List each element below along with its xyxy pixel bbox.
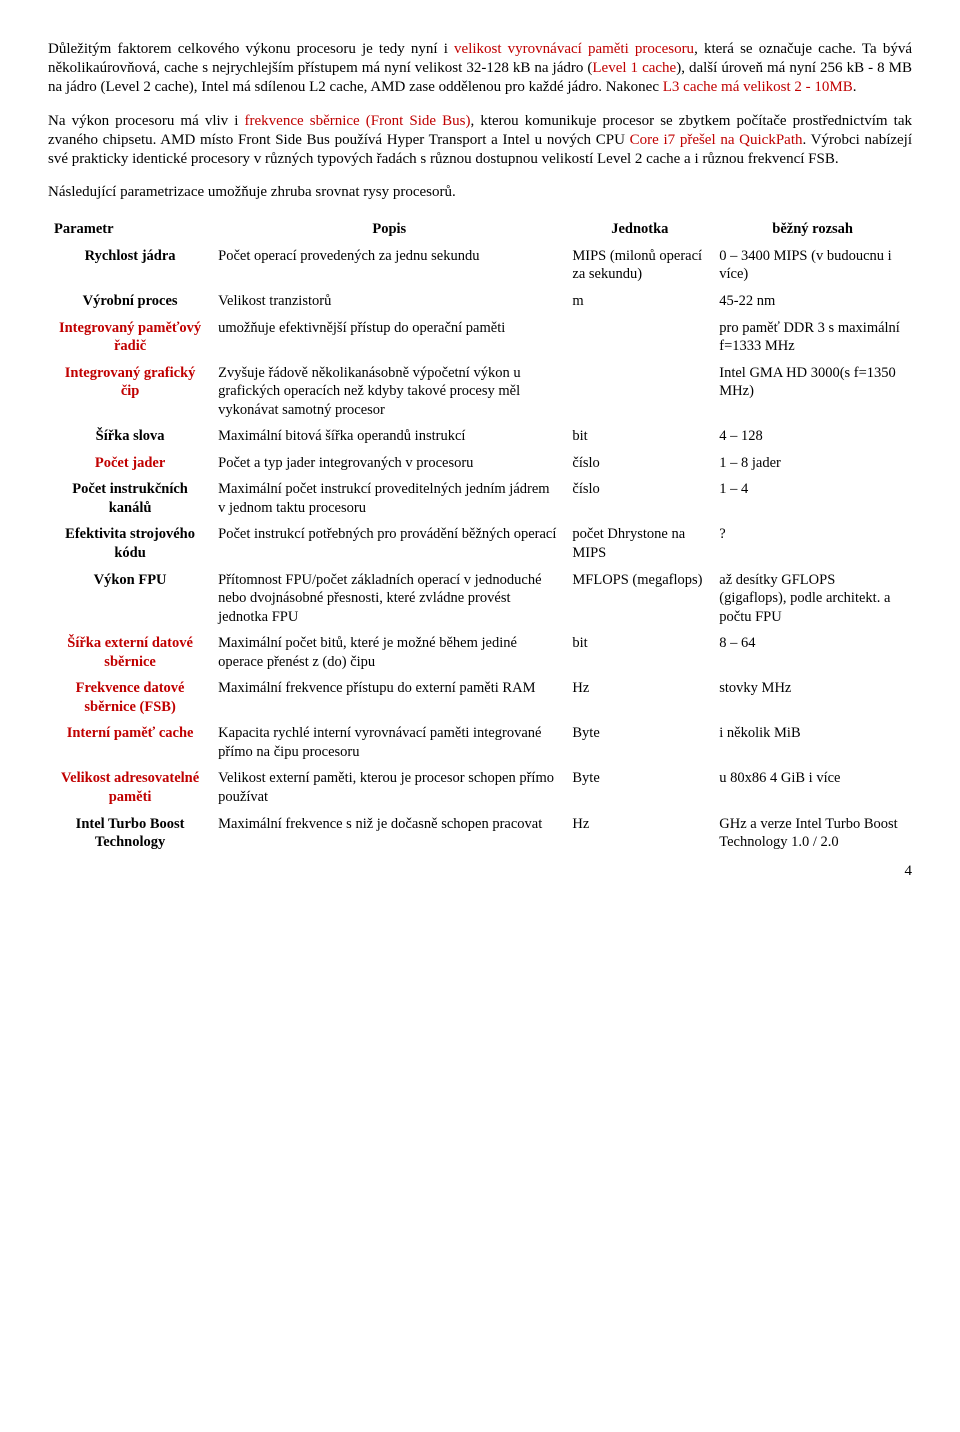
cell-jednotka: bit — [566, 423, 713, 450]
paragraph-1: Důležitým faktorem celkového výkonu proc… — [48, 40, 912, 98]
cell-jednotka: počet Dhrystone na MIPS — [566, 521, 713, 566]
cell-popis: Kapacita rychlé interní vyrovnávací pamě… — [212, 720, 566, 765]
cell-rozsah: Intel GMA HD 3000(s f=1350 MHz) — [713, 360, 912, 424]
cell-param: Šířka slova — [48, 423, 212, 450]
p1-post: . — [853, 79, 857, 95]
cell-popis: Zvyšuje řádově několikanásobně výpočetní… — [212, 360, 566, 424]
cell-rozsah: 45-22 nm — [713, 288, 912, 315]
cell-param: Interní paměť cache — [48, 720, 212, 765]
table-row: Integrovaný grafický čipZvyšuje řádově n… — [48, 360, 912, 424]
cell-param: Počet jader — [48, 450, 212, 477]
cell-rozsah: 1 – 4 — [713, 476, 912, 521]
header-jednotka: Jednotka — [566, 216, 713, 243]
cell-popis: Maximální bitová šířka operandů instrukc… — [212, 423, 566, 450]
cell-rozsah: 1 – 8 jader — [713, 450, 912, 477]
cell-param: Výrobní proces — [48, 288, 212, 315]
p1-red3: L3 cache má velikost 2 - 10MB — [663, 79, 853, 95]
page-number: 4 — [48, 862, 912, 881]
cell-rozsah: 0 – 3400 MIPS (v budoucnu i více) — [713, 243, 912, 288]
p2-red1: frekvence sběrnice (Front Side Bus) — [245, 113, 471, 129]
header-rozsah: běžný rozsah — [713, 216, 912, 243]
cell-jednotka: m — [566, 288, 713, 315]
cell-popis: Velikost externí paměti, kterou je proce… — [212, 765, 566, 810]
cell-rozsah: GHz a verze Intel Turbo Boost Technology… — [713, 811, 912, 856]
paragraph-3: Následující parametrizace umožňuje zhrub… — [48, 183, 912, 202]
p2-red2: Core i7 přešel na QuickPath — [630, 132, 803, 148]
cell-rozsah: až desítky GFLOPS (gigaflops), podle arc… — [713, 567, 912, 631]
table-row: Šířka slovaMaximální bitová šířka operan… — [48, 423, 912, 450]
cell-jednotka: Byte — [566, 720, 713, 765]
header-popis: Popis — [212, 216, 566, 243]
cell-popis: Maximální počet bitů, které je možné běh… — [212, 630, 566, 675]
cell-jednotka: bit — [566, 630, 713, 675]
p2-pre: Na výkon procesoru má vliv i — [48, 113, 245, 129]
processor-params-table: Parametr Popis Jednotka běžný rozsah Ryc… — [48, 216, 912, 855]
table-row: Frekvence datové sběrnice (FSB)Maximální… — [48, 675, 912, 720]
cell-param: Rychlost jádra — [48, 243, 212, 288]
table-row: Výkon FPUPřítomnost FPU/počet základních… — [48, 567, 912, 631]
cell-rozsah: 4 – 128 — [713, 423, 912, 450]
table-row: Efektivita strojového kóduPočet instrukc… — [48, 521, 912, 566]
cell-param: Počet instrukčních kanálů — [48, 476, 212, 521]
cell-rozsah: stovky MHz — [713, 675, 912, 720]
cell-popis: Přítomnost FPU/počet základních operací … — [212, 567, 566, 631]
header-parametr: Parametr — [48, 216, 212, 243]
table-row: Rychlost jádraPočet operací provedených … — [48, 243, 912, 288]
cell-jednotka: číslo — [566, 450, 713, 477]
cell-popis: Počet instrukcí potřebných pro provádění… — [212, 521, 566, 566]
cell-param: Integrovaný grafický čip — [48, 360, 212, 424]
table-row: Počet jaderPočet a typ jader integrovaný… — [48, 450, 912, 477]
cell-jednotka: MIPS (milonů operací za sekundu) — [566, 243, 713, 288]
table-row: Šířka externí datové sběrniceMaximální p… — [48, 630, 912, 675]
cell-popis: Počet operací provedených za jednu sekun… — [212, 243, 566, 288]
cell-param: Integrovaný paměťový řadič — [48, 315, 212, 360]
cell-rozsah: 8 – 64 — [713, 630, 912, 675]
table-row: Integrovaný paměťový řadičumožňuje efekt… — [48, 315, 912, 360]
cell-jednotka — [566, 315, 713, 360]
cell-popis: Maximální frekvence přístupu do externí … — [212, 675, 566, 720]
cell-param: Šířka externí datové sběrnice — [48, 630, 212, 675]
cell-jednotka: Byte — [566, 765, 713, 810]
cell-jednotka: číslo — [566, 476, 713, 521]
paragraph-2: Na výkon procesoru má vliv i frekvence s… — [48, 112, 912, 170]
p1-red2: Level 1 cache — [592, 60, 676, 76]
p1-red1: velikost vyrovnávací paměti procesoru — [454, 41, 694, 57]
cell-param: Efektivita strojového kódu — [48, 521, 212, 566]
cell-jednotka: MFLOPS (megaflops) — [566, 567, 713, 631]
table-row: Počet instrukčních kanálůMaximální počet… — [48, 476, 912, 521]
cell-rozsah: i několik MiB — [713, 720, 912, 765]
table-row: Výrobní procesVelikost tranzistorům45-22… — [48, 288, 912, 315]
table-row: Interní paměť cacheKapacita rychlé inter… — [48, 720, 912, 765]
cell-rozsah: pro paměť DDR 3 s maximální f=1333 MHz — [713, 315, 912, 360]
cell-param: Intel Turbo Boost Technology — [48, 811, 212, 856]
cell-popis: Maximální frekvence s niž je dočasně sch… — [212, 811, 566, 856]
cell-jednotka: Hz — [566, 811, 713, 856]
cell-popis: Velikost tranzistorů — [212, 288, 566, 315]
cell-popis: Počet a typ jader integrovaných v proces… — [212, 450, 566, 477]
cell-rozsah: ? — [713, 521, 912, 566]
cell-param: Velikost adresovatelné paměti — [48, 765, 212, 810]
table-row: Intel Turbo Boost TechnologyMaximální fr… — [48, 811, 912, 856]
table-row: Velikost adresovatelné pamětiVelikost ex… — [48, 765, 912, 810]
p1-pre: Důležitým faktorem celkového výkonu proc… — [48, 41, 454, 57]
cell-popis: Maximální počet instrukcí proveditelných… — [212, 476, 566, 521]
cell-param: Výkon FPU — [48, 567, 212, 631]
cell-jednotka: Hz — [566, 675, 713, 720]
cell-rozsah: u 80x86 4 GiB i více — [713, 765, 912, 810]
cell-param: Frekvence datové sběrnice (FSB) — [48, 675, 212, 720]
cell-popis: umožňuje efektivnější přístup do operačn… — [212, 315, 566, 360]
cell-jednotka — [566, 360, 713, 424]
table-header-row: Parametr Popis Jednotka běžný rozsah — [48, 216, 912, 243]
